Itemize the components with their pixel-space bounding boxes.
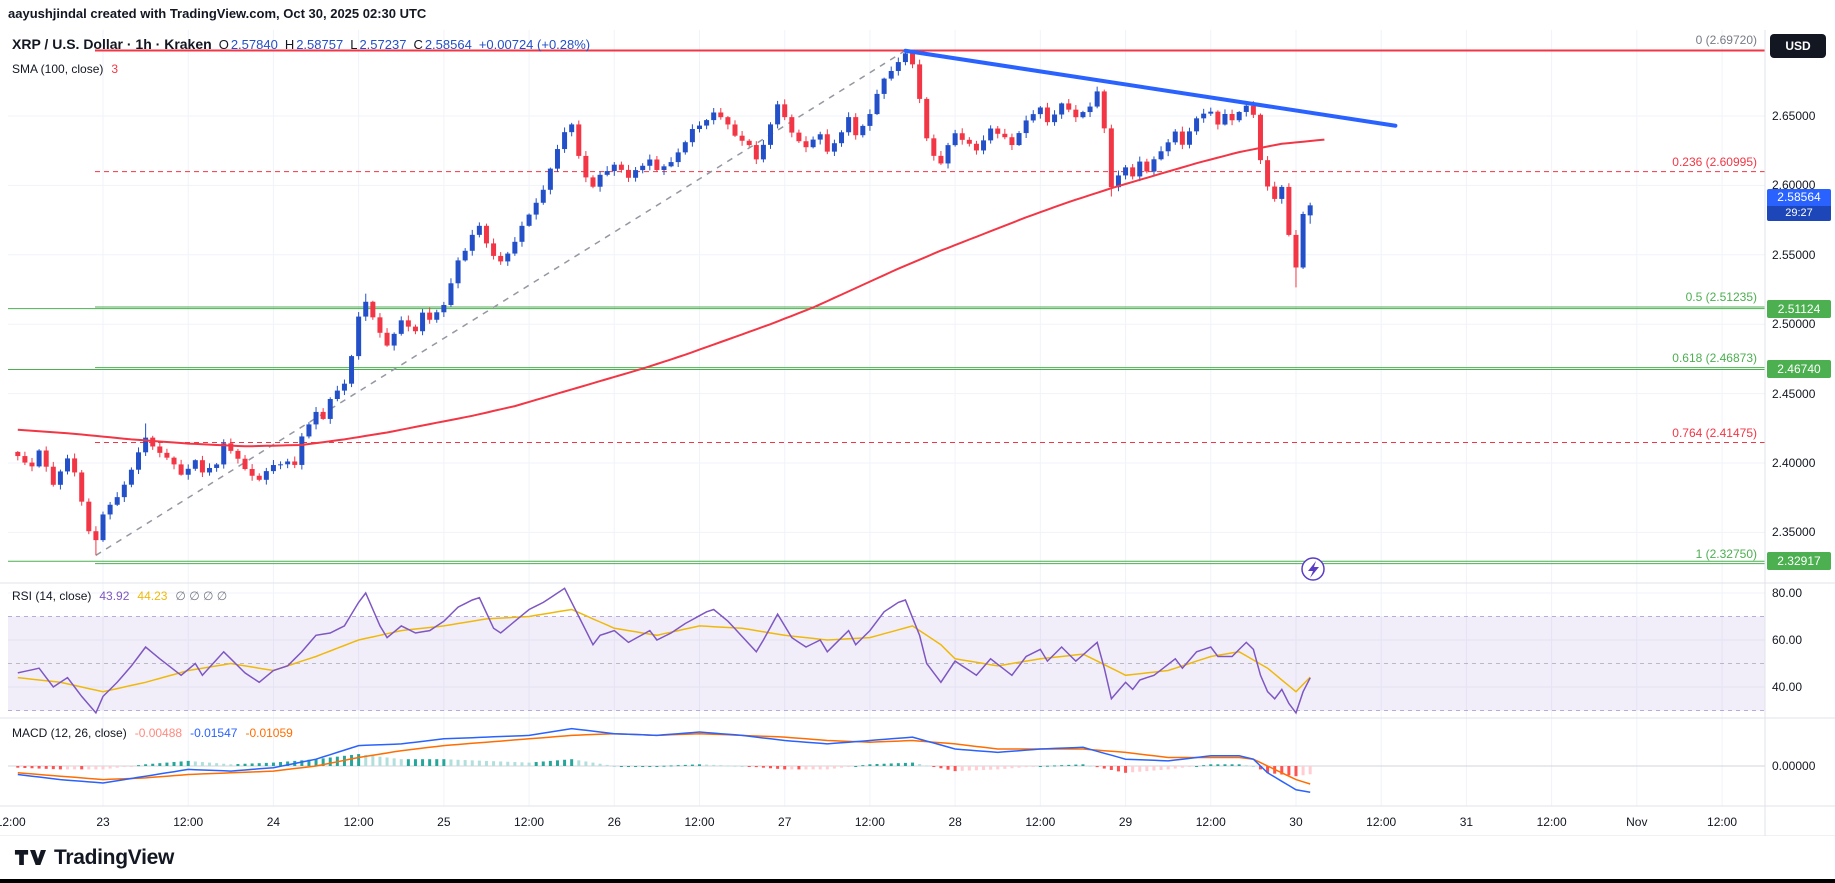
rising-trendline[interactable] — [95, 49, 906, 556]
price-axis[interactable] — [1765, 30, 1835, 806]
ohlc-high: H 2.58757 — [284, 37, 344, 52]
rsi-label: RSI (14, close) — [12, 589, 92, 603]
support-lines-layer[interactable] — [8, 308, 1765, 562]
time-axis[interactable] — [0, 806, 1835, 836]
ohlc-open: O 2.57840 — [218, 37, 278, 52]
resistance-trendline[interactable] — [903, 48, 1398, 128]
sma-value: 3 — [111, 62, 119, 76]
symbol-legend[interactable]: XRP / U.S. Dollar · 1h · Kraken O 2.57840… — [12, 36, 590, 52]
gridlines — [8, 30, 1765, 806]
sma-line[interactable] — [17, 138, 1325, 448]
rsi-ma-line — [17, 608, 1311, 693]
rsi-value: 43.92 — [99, 589, 130, 603]
ohlc-low: L 2.57237 — [350, 37, 407, 52]
attribution-text: aayushjindal created with TradingView.co… — [8, 6, 427, 21]
flash-marker[interactable] — [1301, 557, 1325, 581]
change-value: +0.00724 (+0.28%) — [478, 37, 591, 52]
sma-label: SMA (100, close) — [12, 62, 104, 76]
tradingview-logo[interactable]: TradingView — [14, 846, 174, 870]
macd-signal-value: -0.01059 — [245, 726, 293, 740]
sma-legend[interactable]: SMA (100, close) 3 — [12, 62, 118, 76]
macd-hist-value: -0.00488 — [134, 726, 183, 740]
rsi-band — [8, 616, 1765, 711]
macd-legend[interactable]: MACD (12, 26, close) -0.00488 -0.01547 -… — [12, 726, 293, 740]
macd-line-value: -0.01547 — [190, 726, 238, 740]
chart-canvas[interactable] — [0, 0, 1835, 836]
fib-levels-layer[interactable] — [95, 49, 1765, 565]
rsi-ma-value: 44.23 — [137, 589, 168, 603]
symbol-title: XRP / U.S. Dollar · 1h · Kraken — [12, 36, 212, 52]
macd-label: MACD (12, 26, close) — [12, 726, 127, 740]
rsi-empty-values: ∅ ∅ ∅ ∅ — [175, 589, 228, 603]
rsi-legend[interactable]: RSI (14, close) 43.92 44.23 ∅ ∅ ∅ ∅ — [12, 589, 227, 603]
tradingview-logo-text: TradingView — [54, 845, 175, 869]
rsi-line — [17, 587, 1311, 715]
macd-line — [17, 727, 1311, 794]
macd-signal-line — [17, 732, 1311, 785]
footer: TradingView — [0, 836, 1835, 879]
tradingview-logo-icon — [14, 849, 46, 866]
window-bottom-bar — [0, 879, 1835, 883]
ohlc-close: C 2.58564 — [413, 37, 472, 52]
currency-button[interactable]: USD — [1770, 34, 1826, 58]
candles-layer[interactable] — [15, 50, 1313, 556]
